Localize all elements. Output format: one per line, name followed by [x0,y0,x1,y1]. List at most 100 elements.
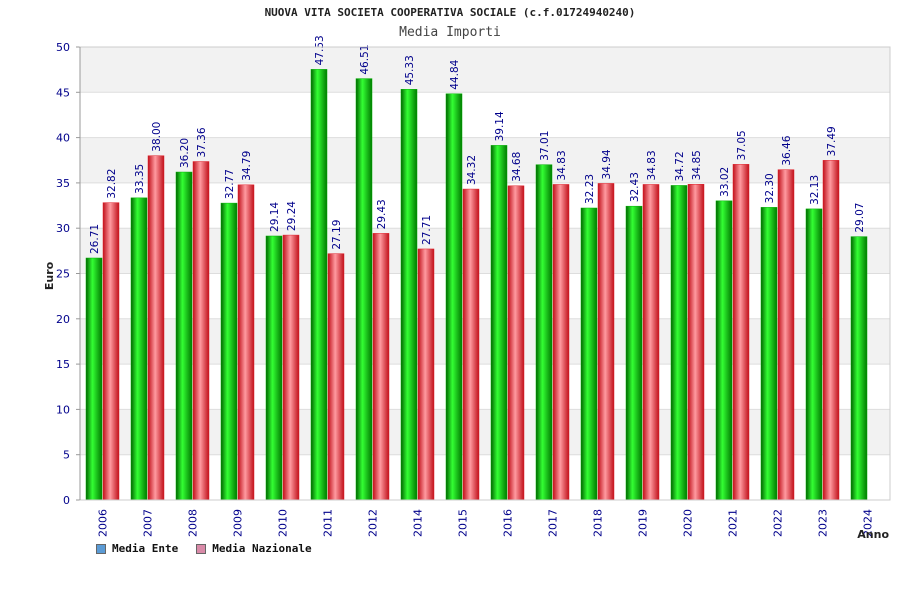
legend-item-ente: Media Ente [96,542,178,555]
value-label-ente: 29.07 [854,203,866,233]
bar-nazionale [822,160,840,501]
value-label-ente: 36.20 [179,138,191,168]
x-tick-label: 2019 [637,509,650,537]
x-tick-label: 2018 [592,509,605,537]
bar-ente [535,164,553,501]
bar-ente [490,145,508,501]
y-tick-label: 45 [56,86,70,99]
x-tick-label: 2022 [772,509,785,537]
x-tick-label: 2012 [367,509,380,537]
value-label-ente: 26.71 [89,224,101,254]
grid-band [80,318,890,365]
chart-subtitle: Media Importi [399,25,501,40]
y-tick-label: 0 [63,494,70,507]
bar-ente [670,185,688,501]
x-tick-label: 2017 [547,509,560,537]
value-label-nazionale: 37.49 [826,126,838,156]
x-tick-label: 2024 [862,509,875,537]
bar-ente [310,69,328,501]
value-label-nazionale: 27.19 [331,220,343,250]
value-label-ente: 45.33 [404,55,416,85]
x-tick-label: 2009 [232,509,245,537]
y-tick-label: 40 [56,132,70,145]
grid-band [80,409,890,455]
bar-ente [355,78,373,501]
value-label-ente: 32.30 [764,173,776,203]
grid-band [80,137,890,183]
bar-nazionale [552,184,570,501]
bar-nazionale [462,188,480,501]
x-tick-label: 2011 [322,509,335,537]
y-tick-label: 15 [56,358,70,371]
bar-ente [715,200,733,501]
value-label-ente: 32.43 [629,172,641,202]
bar-ente [220,202,238,501]
y-tick-label: 50 [56,41,70,54]
value-label-nazionale: 29.24 [286,201,298,231]
bar-ente [580,207,598,501]
bar-nazionale [102,202,120,501]
value-label-ente: 46.51 [359,45,371,75]
bar-nazionale [237,184,255,501]
bar-nazionale [777,169,795,501]
y-tick-label: 5 [63,449,70,462]
bar-nazionale [192,161,210,501]
y-axis-label: Euro [43,261,56,290]
y-tick-label: 30 [56,222,70,235]
value-label-ente: 32.77 [224,169,236,199]
value-label-nazionale: 29.43 [376,199,388,229]
bar-ente [130,197,148,501]
value-label-nazionale: 37.36 [196,127,208,157]
bar-ente [850,236,868,501]
legend-label-ente: Media Ente [112,542,179,555]
bar-ente [400,89,418,501]
x-tick-label: 2008 [187,509,200,537]
x-tick-label: 2023 [817,509,830,537]
value-label-nazionale: 38.00 [151,122,163,152]
value-label-ente: 32.23 [584,174,596,204]
bar-ente [175,171,193,501]
x-tick-label: 2006 [97,509,110,537]
value-label-ente: 33.35 [134,164,146,194]
bar-nazionale [282,234,300,501]
bar-ente [265,235,283,501]
value-label-ente: 39.14 [494,111,506,141]
value-label-ente: 34.72 [674,151,686,181]
x-tick-label: 2014 [412,509,425,537]
bar-ente [85,257,103,501]
bar-ente [625,205,643,501]
bar-ente [445,93,463,501]
value-label-nazionale: 27.71 [421,215,433,245]
legend-item-nazionale: Media Nazionale [196,542,312,555]
x-tick-label: 2016 [502,509,515,537]
value-label-nazionale: 34.79 [241,151,253,181]
value-label-nazionale: 36.46 [781,135,793,165]
value-label-ente: 37.01 [539,131,551,161]
grid-band [80,228,890,274]
bar-nazionale [507,185,525,501]
value-label-nazionale: 34.83 [556,150,568,180]
x-tick-label: 2007 [142,509,155,537]
chart-title: NUOVA VITA SOCIETA COOPERATIVA SOCIALE (… [264,6,636,19]
legend: Media Ente Media Nazionale [96,542,312,555]
value-label-ente: 33.02 [719,167,731,197]
bar-nazionale [642,184,660,501]
value-label-ente: 29.14 [269,202,281,232]
bar-nazionale [687,184,705,501]
bar-ente [805,208,823,501]
y-tick-label: 35 [56,177,70,190]
bar-nazionale [147,155,165,501]
value-label-nazionale: 34.85 [691,150,703,180]
value-label-nazionale: 34.83 [646,150,658,180]
value-label-nazionale: 34.32 [466,155,478,185]
bar-nazionale [417,248,435,501]
value-label-nazionale: 34.94 [601,149,613,179]
y-tick-label: 10 [56,403,70,416]
bar-nazionale [327,253,345,501]
x-tick-label: 2010 [277,509,290,537]
value-label-ente: 44.84 [449,59,461,89]
legend-label-nazionale: Media Nazionale [212,542,312,555]
value-label-ente: 32.13 [809,175,821,205]
